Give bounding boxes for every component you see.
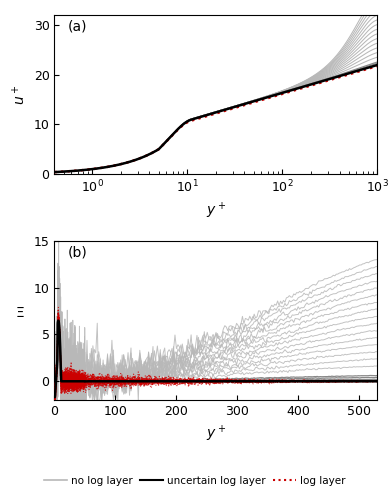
Legend: no log layer, uncertain log layer, log layer: no log layer, uncertain log layer, log l… xyxy=(39,472,350,490)
X-axis label: $y^+$: $y^+$ xyxy=(206,424,226,444)
Text: (b): (b) xyxy=(67,246,87,260)
Y-axis label: $u^+$: $u^+$ xyxy=(11,84,28,104)
X-axis label: $y^+$: $y^+$ xyxy=(206,201,226,222)
Text: (a): (a) xyxy=(67,20,87,34)
Y-axis label: $\Xi$: $\Xi$ xyxy=(15,306,25,320)
